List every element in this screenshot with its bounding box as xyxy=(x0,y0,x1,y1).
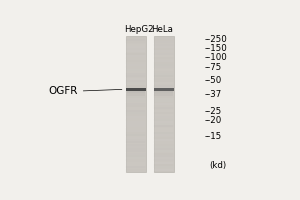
Text: --150: --150 xyxy=(205,44,228,53)
Text: HepG2: HepG2 xyxy=(124,25,153,34)
Bar xyxy=(126,36,146,172)
Text: --20: --20 xyxy=(205,116,222,125)
Text: --100: --100 xyxy=(205,53,228,62)
Text: --250: --250 xyxy=(205,35,228,44)
Bar xyxy=(154,91,173,92)
Text: OGFR: OGFR xyxy=(49,86,78,96)
Bar xyxy=(154,36,173,172)
Text: --50: --50 xyxy=(205,76,222,85)
Bar xyxy=(127,91,145,92)
Text: HeLa: HeLa xyxy=(151,25,173,34)
Bar xyxy=(154,88,173,91)
Text: --75: --75 xyxy=(205,63,222,72)
Text: --15: --15 xyxy=(205,132,222,141)
Bar xyxy=(127,92,145,93)
Bar xyxy=(126,88,146,91)
Bar xyxy=(154,93,173,94)
Bar xyxy=(154,94,173,96)
Text: (kd): (kd) xyxy=(210,161,227,170)
Bar xyxy=(127,94,145,96)
Text: --37: --37 xyxy=(205,90,222,99)
Bar xyxy=(127,93,145,94)
Bar xyxy=(154,92,173,93)
Text: --25: --25 xyxy=(205,107,222,116)
